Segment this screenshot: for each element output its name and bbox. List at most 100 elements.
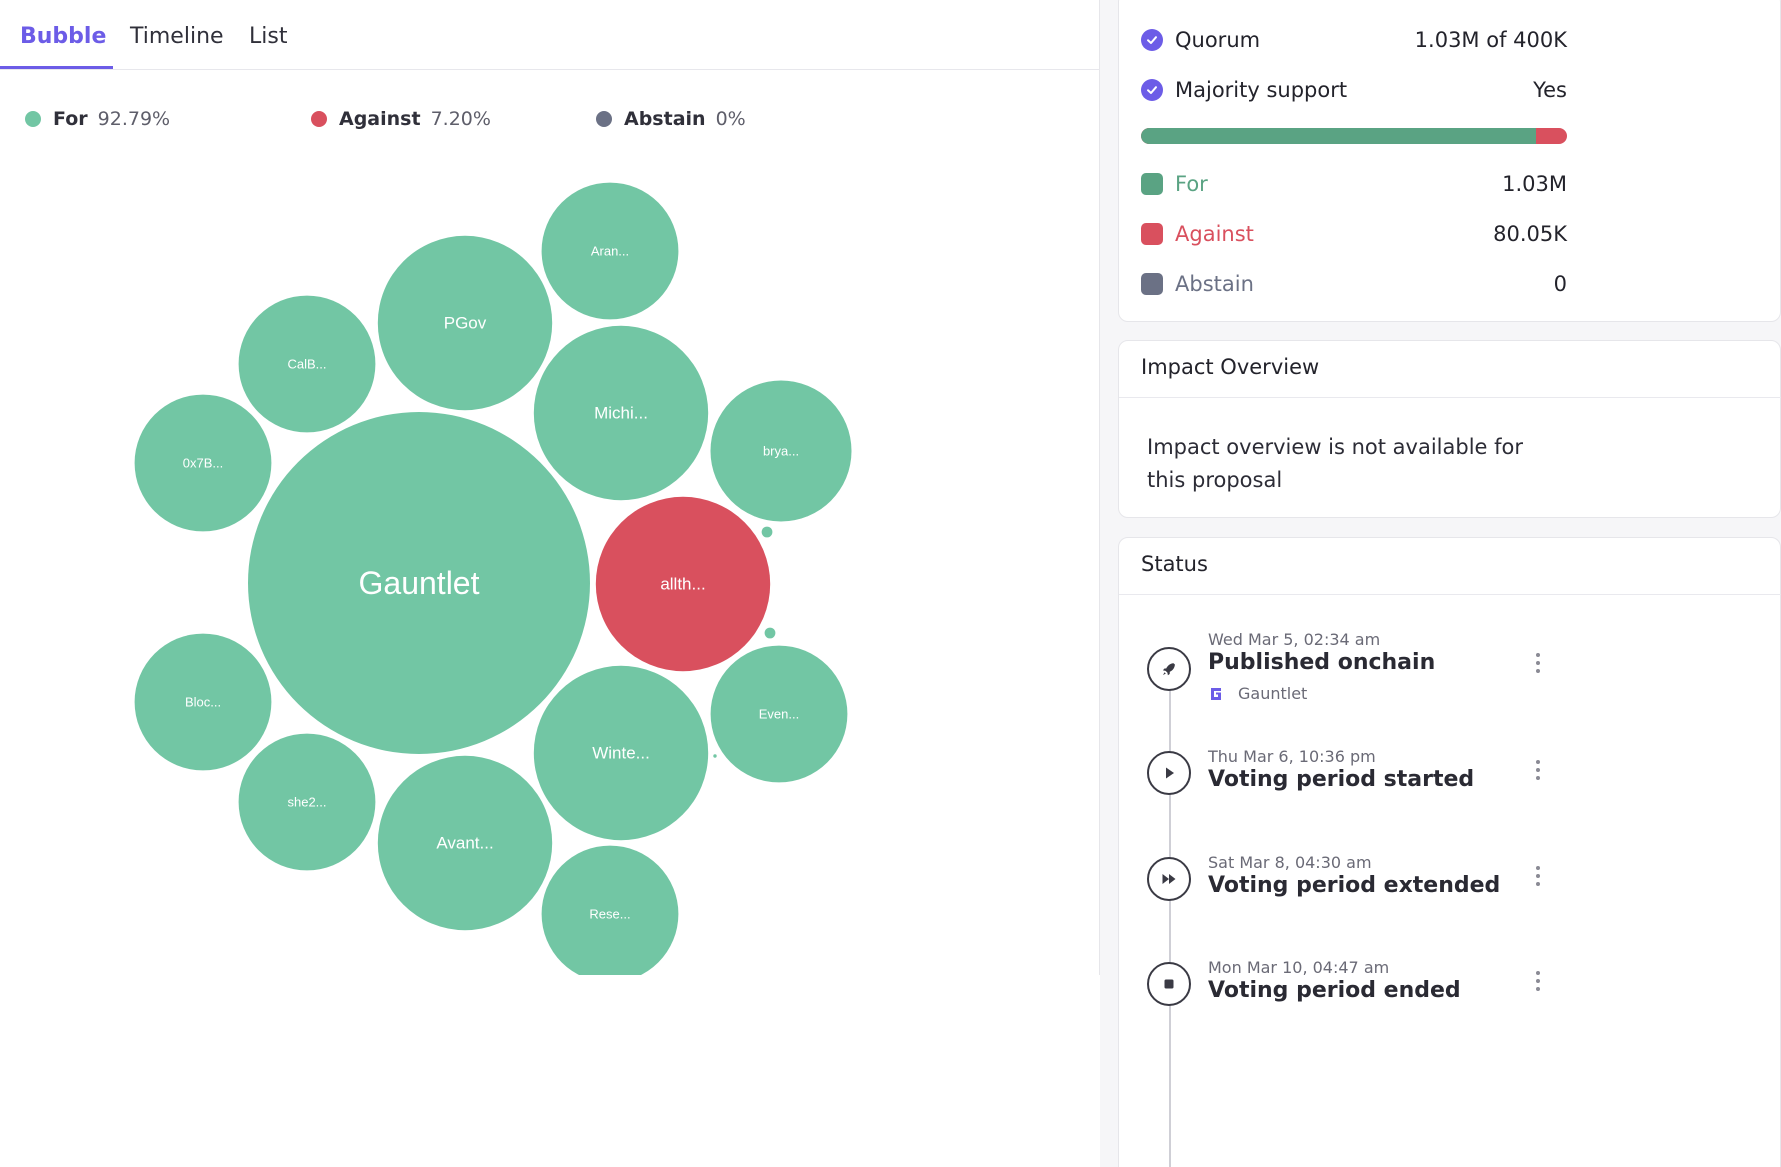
bubble-label: Even... — [759, 707, 799, 722]
bubble-circle[interactable] — [134, 394, 272, 532]
bubble-pgov[interactable]: PGov — [377, 235, 553, 411]
status-divider — [1119, 594, 1781, 595]
active-tab-indicator — [0, 66, 113, 69]
bubble-chart: Gauntlet allth... PGov Michi... Winte... Avan… — [134, 182, 852, 983]
bubble-0x7b[interactable]: 0x7B... — [134, 394, 272, 532]
event-actor-name: Gauntlet — [1238, 684, 1308, 703]
bubble-small-15[interactable] — [764, 627, 776, 639]
more-options-icon[interactable] — [1528, 861, 1548, 891]
against-label: Against — [1175, 222, 1254, 246]
timeline-connector — [1169, 658, 1171, 1167]
bubble-label: Bloc... — [185, 695, 221, 710]
bubble-circle[interactable] — [533, 665, 709, 841]
for-row: For 1.03M — [1141, 167, 1567, 201]
more-options-icon[interactable] — [1528, 966, 1548, 996]
bubble-small-14[interactable] — [761, 526, 773, 538]
bubble-circle[interactable] — [541, 845, 679, 983]
bubble-aran[interactable]: Aran... — [541, 182, 679, 320]
bubble-label: CalB... — [287, 357, 326, 372]
legend-abstain-label: Abstain — [624, 108, 706, 130]
results-card: Quorum 1.03M of 400K Majority support Ye… — [1118, 0, 1781, 322]
event-date: Mon Mar 10, 04:47 am — [1208, 958, 1390, 977]
bubble-gauntlet[interactable]: Gauntlet — [248, 412, 590, 754]
quorum-check-icon — [1141, 29, 1163, 51]
bubble-circle[interactable] — [595, 496, 771, 672]
impact-divider — [1119, 397, 1781, 398]
bubble-circle[interactable] — [377, 755, 553, 931]
event-actor[interactable]: Gauntlet — [1208, 684, 1307, 703]
bubble-circle[interactable] — [710, 380, 852, 522]
status-card: Status Wed Mar 5, 02:34 am Published onc… — [1118, 537, 1781, 1167]
legend-for-dot — [25, 111, 41, 127]
bubble-she2[interactable]: she2... — [238, 733, 376, 871]
bubble-bloc[interactable]: Bloc... — [134, 633, 272, 771]
bubble-calb[interactable]: CalB... — [238, 295, 376, 433]
bubble-circle[interactable] — [134, 633, 272, 771]
quorum-row: Quorum 1.03M of 400K — [1141, 23, 1567, 57]
rocket-icon — [1147, 647, 1191, 691]
event-date: Wed Mar 5, 02:34 am — [1208, 630, 1381, 649]
tab-list[interactable]: List — [249, 24, 288, 49]
impact-overview-title: Impact Overview — [1141, 355, 1320, 379]
against-value: 80.05K — [1493, 222, 1567, 246]
impact-overview-text: Impact overview is not available for thi… — [1147, 435, 1524, 492]
status-title: Status — [1141, 552, 1208, 576]
vote-progress-bar — [1141, 128, 1567, 144]
legend-for: For 92.79% — [25, 104, 170, 134]
bubble-even[interactable]: Even... — [710, 645, 848, 783]
legend-abstain-dot — [596, 111, 612, 127]
bubble-circle[interactable] — [541, 182, 679, 320]
bubble-allth[interactable]: allth... — [595, 496, 771, 672]
legend-against: Against 7.20% — [311, 104, 491, 134]
bubble-label: Winte... — [592, 744, 650, 763]
bubble-brya[interactable]: brya... — [710, 380, 852, 522]
event-title: Voting period ended — [1208, 978, 1461, 1003]
majority-row: Majority support Yes — [1141, 73, 1567, 107]
bubble-chart-area: Gauntlet allth... PGov Michi... Winte... Avan… — [134, 182, 852, 983]
bubble-label: PGov — [444, 314, 487, 333]
tab-bubble[interactable]: Bubble — [20, 24, 107, 49]
majority-value: Yes — [1533, 78, 1567, 102]
gauntlet-logo-icon — [1211, 687, 1221, 700]
bubble-small-16[interactable] — [713, 754, 717, 758]
view-tabs: Bubble Timeline List — [0, 0, 1100, 70]
bubble-circle[interactable] — [713, 754, 717, 758]
bubble-circle[interactable] — [710, 645, 848, 783]
against-swatch — [1141, 223, 1163, 245]
for-swatch — [1141, 173, 1163, 195]
fast-forward-icon — [1147, 857, 1191, 901]
majority-label: Majority support — [1175, 78, 1348, 102]
more-options-icon[interactable] — [1528, 648, 1548, 678]
bubble-circle[interactable] — [533, 325, 709, 501]
bubble-label: Avant... — [436, 834, 493, 853]
bubble-label: Michi... — [594, 404, 648, 423]
more-options-icon[interactable] — [1528, 755, 1548, 785]
event-date: Thu Mar 6, 10:36 pm — [1208, 747, 1376, 766]
bubble-michi[interactable]: Michi... — [533, 325, 709, 501]
tab-timeline[interactable]: Timeline — [130, 24, 224, 49]
abstain-swatch — [1141, 273, 1163, 295]
votes-panel: Bubble Timeline List For 92.79% Against … — [0, 0, 1100, 1167]
bubble-rese[interactable]: Rese... — [541, 845, 679, 983]
bubble-label: Rese... — [589, 907, 630, 922]
for-label: For — [1175, 172, 1208, 196]
abstain-row: Abstain 0 — [1141, 267, 1567, 301]
status-event-voting-ended: Mon Mar 10, 04:47 am Voting period ended — [1119, 958, 1781, 1038]
bubble-circle[interactable] — [761, 526, 773, 538]
legend-for-label: For — [53, 108, 88, 130]
legend-abstain-percent: 0% — [715, 108, 746, 130]
bubble-circle[interactable] — [377, 235, 553, 411]
bubble-circle[interactable] — [238, 733, 376, 871]
event-title: Voting period started — [1208, 767, 1475, 792]
impact-overview-card: Impact Overview Impact overview is not a… — [1118, 340, 1781, 518]
bubble-circle[interactable] — [248, 412, 590, 754]
bubble-circle[interactable] — [238, 295, 376, 433]
status-event-voting-extended: Sat Mar 8, 04:30 am Voting period extend… — [1119, 853, 1781, 933]
bubble-winte[interactable]: Winte... — [533, 665, 709, 841]
stop-icon — [1147, 962, 1191, 1006]
legend-abstain: Abstain 0% — [596, 104, 746, 134]
bubble-label: Gauntlet — [359, 565, 480, 601]
bubble-avant[interactable]: Avant... — [377, 755, 553, 931]
bubble-circle[interactable] — [764, 627, 776, 639]
quorum-label: Quorum — [1175, 28, 1261, 52]
